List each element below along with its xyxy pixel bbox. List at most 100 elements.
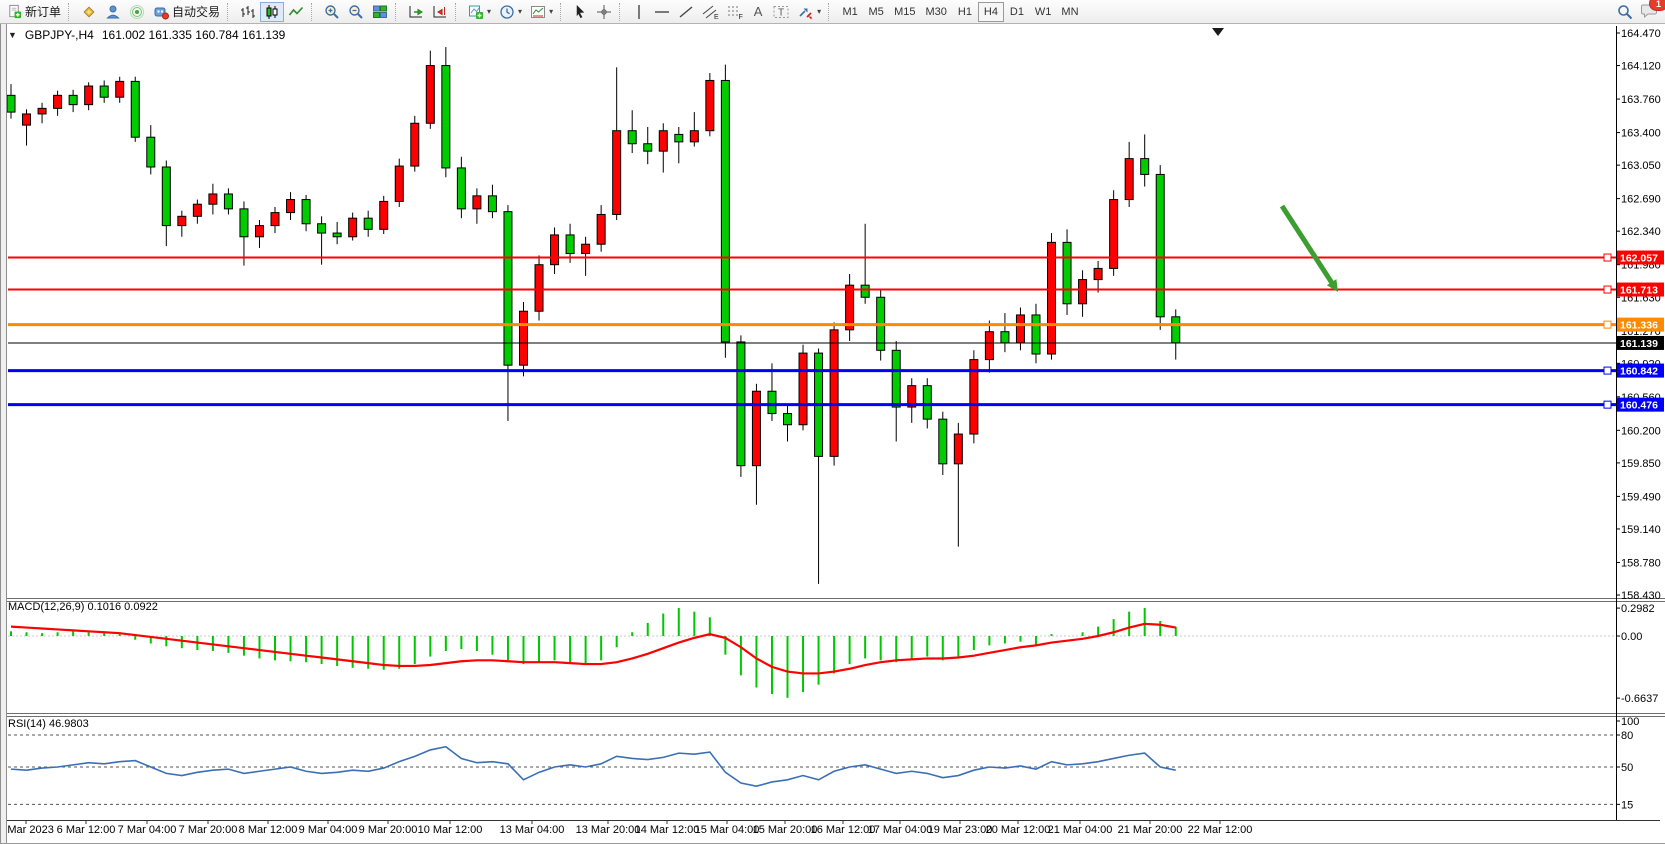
candle xyxy=(6,94,16,113)
chart-shift-button[interactable] xyxy=(428,2,452,22)
timeframe-button-h4[interactable]: H4 xyxy=(977,1,1004,22)
channel-icon: E xyxy=(702,5,719,20)
notification-badge[interactable]: 1 xyxy=(1649,0,1665,11)
text-tool-button[interactable]: A xyxy=(748,2,768,22)
timeframe-button-m30[interactable]: M30 xyxy=(921,2,952,22)
macd-pane xyxy=(8,607,1616,698)
toolbar-separator xyxy=(311,2,317,21)
svg-text:9 Mar 04:00: 9 Mar 04:00 xyxy=(299,824,358,836)
timeframe-button-w1[interactable]: W1 xyxy=(1030,2,1057,22)
clock-icon xyxy=(500,4,514,19)
candle xyxy=(565,234,575,255)
candle xyxy=(518,310,528,366)
chart-shift-marker[interactable] xyxy=(1212,28,1224,36)
candlesticks xyxy=(6,46,1181,584)
pane-separators[interactable] xyxy=(0,598,1665,717)
symbols-button[interactable] xyxy=(77,2,101,22)
zoom-in-button[interactable] xyxy=(320,2,344,22)
timeframe-button-mn[interactable]: MN xyxy=(1056,2,1083,22)
tile-windows-button[interactable] xyxy=(368,2,392,22)
svg-text:163.400: 163.400 xyxy=(1621,128,1661,140)
candle xyxy=(99,85,109,98)
trendline-button[interactable] xyxy=(674,2,698,22)
candle xyxy=(425,65,435,124)
timeframe-button-h1[interactable]: H1 xyxy=(952,2,978,22)
svg-text:15 Mar 04:00: 15 Mar 04:00 xyxy=(695,824,760,836)
candle xyxy=(1031,314,1041,355)
text-label-tool-button[interactable]: T xyxy=(768,2,794,22)
horizontal-line-button[interactable] xyxy=(650,2,674,22)
shapes-button[interactable]: ▾ xyxy=(794,2,825,22)
candle xyxy=(922,385,932,420)
candle xyxy=(394,165,404,202)
vertical-line-button[interactable] xyxy=(628,2,650,22)
candle xyxy=(860,284,870,298)
candle xyxy=(1062,241,1072,305)
svg-text:17 Mar 04:00: 17 Mar 04:00 xyxy=(868,824,933,836)
crosshair-icon xyxy=(597,4,612,19)
svg-text:10 Mar 12:00: 10 Mar 12:00 xyxy=(418,824,483,836)
candle xyxy=(146,136,156,168)
bar-chart-button[interactable] xyxy=(236,2,260,22)
new-order-button[interactable]: 新订单 xyxy=(3,2,65,22)
price-axis[interactable]: 164.470 164.120 163.760 163.400 163.050 162.6… xyxy=(1616,26,1661,820)
line-chart-button[interactable] xyxy=(284,2,308,22)
toolbar-separator xyxy=(619,2,625,21)
svg-text:158.430: 158.430 xyxy=(1621,590,1661,602)
profile-button[interactable] xyxy=(101,2,125,22)
candle xyxy=(581,243,591,255)
candle xyxy=(689,130,699,143)
candle xyxy=(239,208,249,238)
svg-text:50: 50 xyxy=(1621,762,1633,774)
auto-trading-button[interactable]: 自动交易 xyxy=(149,2,224,22)
cursor-button[interactable] xyxy=(569,2,592,22)
timeframe-button-d1[interactable]: D1 xyxy=(1004,2,1030,22)
price-badge xyxy=(1617,397,1664,412)
candle xyxy=(938,418,948,465)
candle xyxy=(254,225,264,238)
candle xyxy=(612,130,622,215)
timeframe-button-m1[interactable]: M1 xyxy=(837,2,863,22)
svg-text:8 Mar 12:00: 8 Mar 12:00 xyxy=(239,824,298,836)
candlestick-button[interactable] xyxy=(260,1,285,22)
templates-button[interactable]: ▾ xyxy=(526,2,557,22)
svg-text:19 Mar 23:00: 19 Mar 23:00 xyxy=(928,824,993,836)
zoom-out-button[interactable] xyxy=(344,2,368,22)
crosshair-button[interactable] xyxy=(592,2,616,22)
level-lines[interactable]: 162.057 161.713 161.336 161.139 160.842 160.4… xyxy=(8,250,1664,412)
candle xyxy=(456,167,466,210)
candle xyxy=(1093,267,1103,281)
candle xyxy=(286,199,296,214)
svg-text:161.336: 161.336 xyxy=(1620,320,1658,332)
candle xyxy=(363,217,373,230)
zoom-in-icon xyxy=(325,4,339,19)
timeframe-button-m15[interactable]: M15 xyxy=(889,2,920,22)
candle xyxy=(1078,279,1088,305)
search-button[interactable] xyxy=(1613,2,1637,22)
toolbar-separator xyxy=(455,2,461,21)
horizontal-line-icon xyxy=(655,10,670,13)
fibonacci-button[interactable]: F xyxy=(723,2,748,22)
arrow-annotation[interactable] xyxy=(1279,204,1338,292)
candle xyxy=(270,212,280,227)
svg-text:E: E xyxy=(714,14,719,20)
dropdown-caret-icon: ▾ xyxy=(817,6,822,16)
candle xyxy=(658,130,668,152)
timeframe-button-m5[interactable]: M5 xyxy=(863,2,889,22)
candle xyxy=(953,433,963,465)
add-indicator-button[interactable]: ▾ xyxy=(464,2,495,22)
time-axis[interactable]: 5 Mar 2023 6 Mar 12:00 7 Mar 04:00 7 Mar 20… xyxy=(0,820,1660,836)
gold-diamond-icon xyxy=(83,5,95,18)
new-order-icon xyxy=(9,4,22,19)
periods-button[interactable]: ▾ xyxy=(495,2,526,22)
equidistant-channel-button[interactable]: E xyxy=(698,2,723,22)
auto-scroll-button[interactable] xyxy=(404,2,428,22)
one-click-trading-arrow-icon[interactable]: ▼ xyxy=(8,30,17,40)
alerts-button[interactable] xyxy=(125,2,149,22)
svg-text:14 Mar 12:00: 14 Mar 12:00 xyxy=(635,824,700,836)
rsi-pane xyxy=(8,734,1616,805)
auto-scroll-icon xyxy=(409,5,423,17)
auto-trading-label: 自动交易 xyxy=(172,5,221,19)
price-badge xyxy=(1617,282,1664,297)
